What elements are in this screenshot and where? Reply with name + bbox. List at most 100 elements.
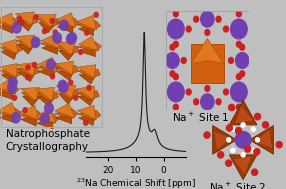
Polygon shape bbox=[235, 105, 254, 124]
Circle shape bbox=[241, 153, 245, 157]
Circle shape bbox=[194, 16, 199, 22]
Circle shape bbox=[85, 30, 89, 35]
Circle shape bbox=[240, 44, 245, 50]
Polygon shape bbox=[255, 129, 273, 149]
Text: Na$^+$ Site 1: Na$^+$ Site 1 bbox=[172, 111, 229, 124]
Polygon shape bbox=[1, 48, 18, 60]
Polygon shape bbox=[57, 90, 78, 98]
Circle shape bbox=[231, 82, 247, 102]
Circle shape bbox=[255, 113, 261, 120]
Circle shape bbox=[205, 86, 210, 91]
Polygon shape bbox=[0, 102, 19, 117]
Polygon shape bbox=[0, 108, 21, 118]
Circle shape bbox=[224, 26, 229, 32]
Polygon shape bbox=[20, 106, 39, 120]
Circle shape bbox=[50, 74, 55, 79]
Polygon shape bbox=[17, 62, 35, 76]
Circle shape bbox=[23, 108, 27, 112]
Polygon shape bbox=[0, 84, 19, 94]
Circle shape bbox=[53, 30, 57, 35]
Polygon shape bbox=[17, 43, 36, 54]
Circle shape bbox=[227, 125, 233, 131]
Polygon shape bbox=[0, 18, 20, 28]
Polygon shape bbox=[22, 95, 41, 106]
Circle shape bbox=[224, 89, 229, 95]
Circle shape bbox=[227, 138, 231, 142]
Circle shape bbox=[231, 19, 247, 39]
Polygon shape bbox=[37, 63, 61, 72]
Circle shape bbox=[236, 53, 249, 68]
Polygon shape bbox=[79, 36, 99, 51]
Polygon shape bbox=[1, 72, 19, 83]
Polygon shape bbox=[21, 114, 37, 126]
Circle shape bbox=[17, 16, 21, 21]
Text: Natrophosphate
Crystallography: Natrophosphate Crystallography bbox=[6, 129, 90, 152]
Circle shape bbox=[79, 50, 83, 54]
Polygon shape bbox=[37, 92, 58, 101]
Polygon shape bbox=[40, 39, 64, 49]
Circle shape bbox=[9, 77, 17, 88]
Polygon shape bbox=[57, 69, 75, 81]
Polygon shape bbox=[58, 93, 77, 104]
Polygon shape bbox=[0, 44, 23, 54]
Circle shape bbox=[235, 132, 251, 148]
Polygon shape bbox=[0, 64, 17, 78]
Circle shape bbox=[240, 71, 245, 77]
Polygon shape bbox=[0, 21, 14, 33]
Circle shape bbox=[201, 11, 214, 27]
Polygon shape bbox=[76, 86, 95, 100]
Circle shape bbox=[263, 122, 269, 128]
Circle shape bbox=[34, 15, 38, 19]
Circle shape bbox=[229, 104, 235, 111]
Polygon shape bbox=[19, 70, 37, 82]
Circle shape bbox=[236, 41, 241, 47]
Circle shape bbox=[41, 113, 49, 124]
Circle shape bbox=[31, 37, 40, 47]
Polygon shape bbox=[16, 16, 38, 26]
Circle shape bbox=[168, 82, 184, 102]
Circle shape bbox=[173, 74, 178, 80]
Circle shape bbox=[173, 104, 178, 110]
Circle shape bbox=[186, 89, 191, 95]
Circle shape bbox=[8, 82, 16, 93]
Circle shape bbox=[254, 149, 260, 155]
Polygon shape bbox=[191, 39, 224, 64]
Polygon shape bbox=[19, 111, 43, 121]
Polygon shape bbox=[249, 125, 273, 154]
Polygon shape bbox=[57, 21, 74, 33]
Circle shape bbox=[276, 142, 282, 148]
Circle shape bbox=[251, 127, 255, 131]
Polygon shape bbox=[77, 65, 96, 78]
Polygon shape bbox=[38, 19, 58, 27]
Circle shape bbox=[231, 127, 235, 131]
Polygon shape bbox=[233, 156, 252, 175]
Polygon shape bbox=[0, 88, 13, 100]
Circle shape bbox=[166, 53, 179, 68]
Polygon shape bbox=[39, 22, 57, 33]
Polygon shape bbox=[17, 20, 35, 31]
Circle shape bbox=[229, 57, 233, 64]
Polygon shape bbox=[38, 95, 56, 106]
Polygon shape bbox=[56, 13, 76, 27]
Circle shape bbox=[74, 95, 78, 100]
Circle shape bbox=[66, 34, 75, 44]
Polygon shape bbox=[0, 111, 15, 123]
Circle shape bbox=[245, 146, 251, 152]
Polygon shape bbox=[77, 91, 99, 100]
Polygon shape bbox=[55, 61, 74, 75]
Circle shape bbox=[43, 29, 47, 34]
X-axis label: $^{23}$Na Chemical Shift [ppm]: $^{23}$Na Chemical Shift [ppm] bbox=[76, 176, 196, 189]
Circle shape bbox=[170, 44, 175, 50]
Circle shape bbox=[173, 41, 178, 47]
Polygon shape bbox=[15, 12, 34, 26]
Circle shape bbox=[58, 80, 67, 91]
Polygon shape bbox=[0, 13, 16, 28]
Polygon shape bbox=[38, 57, 57, 72]
Circle shape bbox=[255, 138, 259, 142]
Circle shape bbox=[235, 128, 242, 134]
Polygon shape bbox=[35, 114, 59, 124]
Circle shape bbox=[13, 95, 17, 100]
Circle shape bbox=[12, 113, 20, 123]
Polygon shape bbox=[78, 110, 101, 120]
Circle shape bbox=[181, 57, 186, 64]
